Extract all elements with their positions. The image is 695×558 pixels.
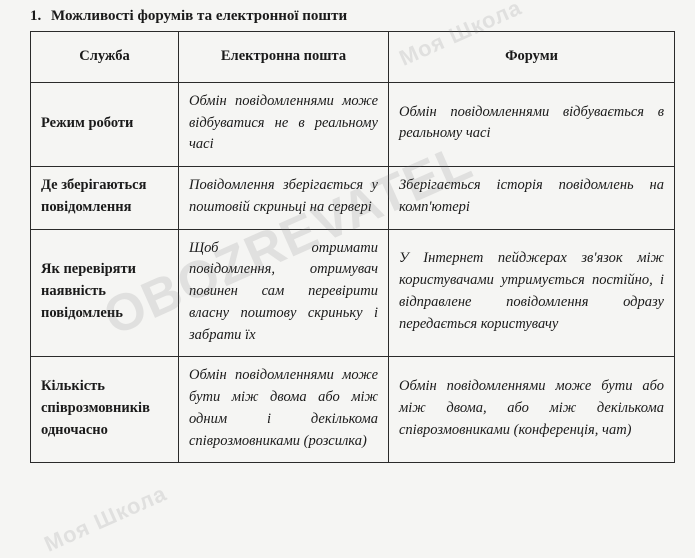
page-title: 1. Можливості форумів та електронної пош… (30, 8, 675, 25)
cell-forum: Зберігається історія повідомлень на комп… (389, 167, 675, 230)
cell-forum: Обмін повідомленнями може бути або між д… (389, 357, 675, 463)
cell-email: Повідомлення зберігається у поштовій скр… (179, 167, 389, 230)
cell-forum: У Інтернет пейджерах зв'язок між користу… (389, 229, 675, 357)
row-label: Кількість співрозмовників одночасно (31, 357, 179, 463)
row-label: Як перевіряти наявність повідомлень (31, 229, 179, 357)
cell-email: Обмін повідомленнями може бути між двома… (179, 357, 389, 463)
table-row: Режим роботи Обмін повідомленнями може в… (31, 82, 675, 166)
cell-email: Щоб отримати повідомлення, отримувач пов… (179, 229, 389, 357)
table-header-row: Служба Електронна пошта Форуми (31, 32, 675, 83)
col-header-service: Служба (31, 32, 179, 83)
comparison-table: Служба Електронна пошта Форуми Режим роб… (30, 31, 675, 463)
title-text: Можливості форумів та електронної пошти (51, 8, 347, 24)
cell-forum: Обмін повідомленнями відбувається в реал… (389, 82, 675, 166)
table-row: Кількість співрозмовників одночасно Обмі… (31, 357, 675, 463)
title-number: 1. (30, 8, 41, 24)
cell-email: Обмін повідомленнями може відбуватися не… (179, 82, 389, 166)
table-row: Де зберігаються повідомлення Повідомленн… (31, 167, 675, 230)
row-label: Де зберігаються повідомлення (31, 167, 179, 230)
row-label: Режим роботи (31, 82, 179, 166)
table-row: Як перевіряти наявність повідомлень Щоб … (31, 229, 675, 357)
col-header-email: Електронна пошта (179, 32, 389, 83)
col-header-forums: Форуми (389, 32, 675, 83)
watermark-small-bottom: Моя Школа (40, 480, 171, 557)
